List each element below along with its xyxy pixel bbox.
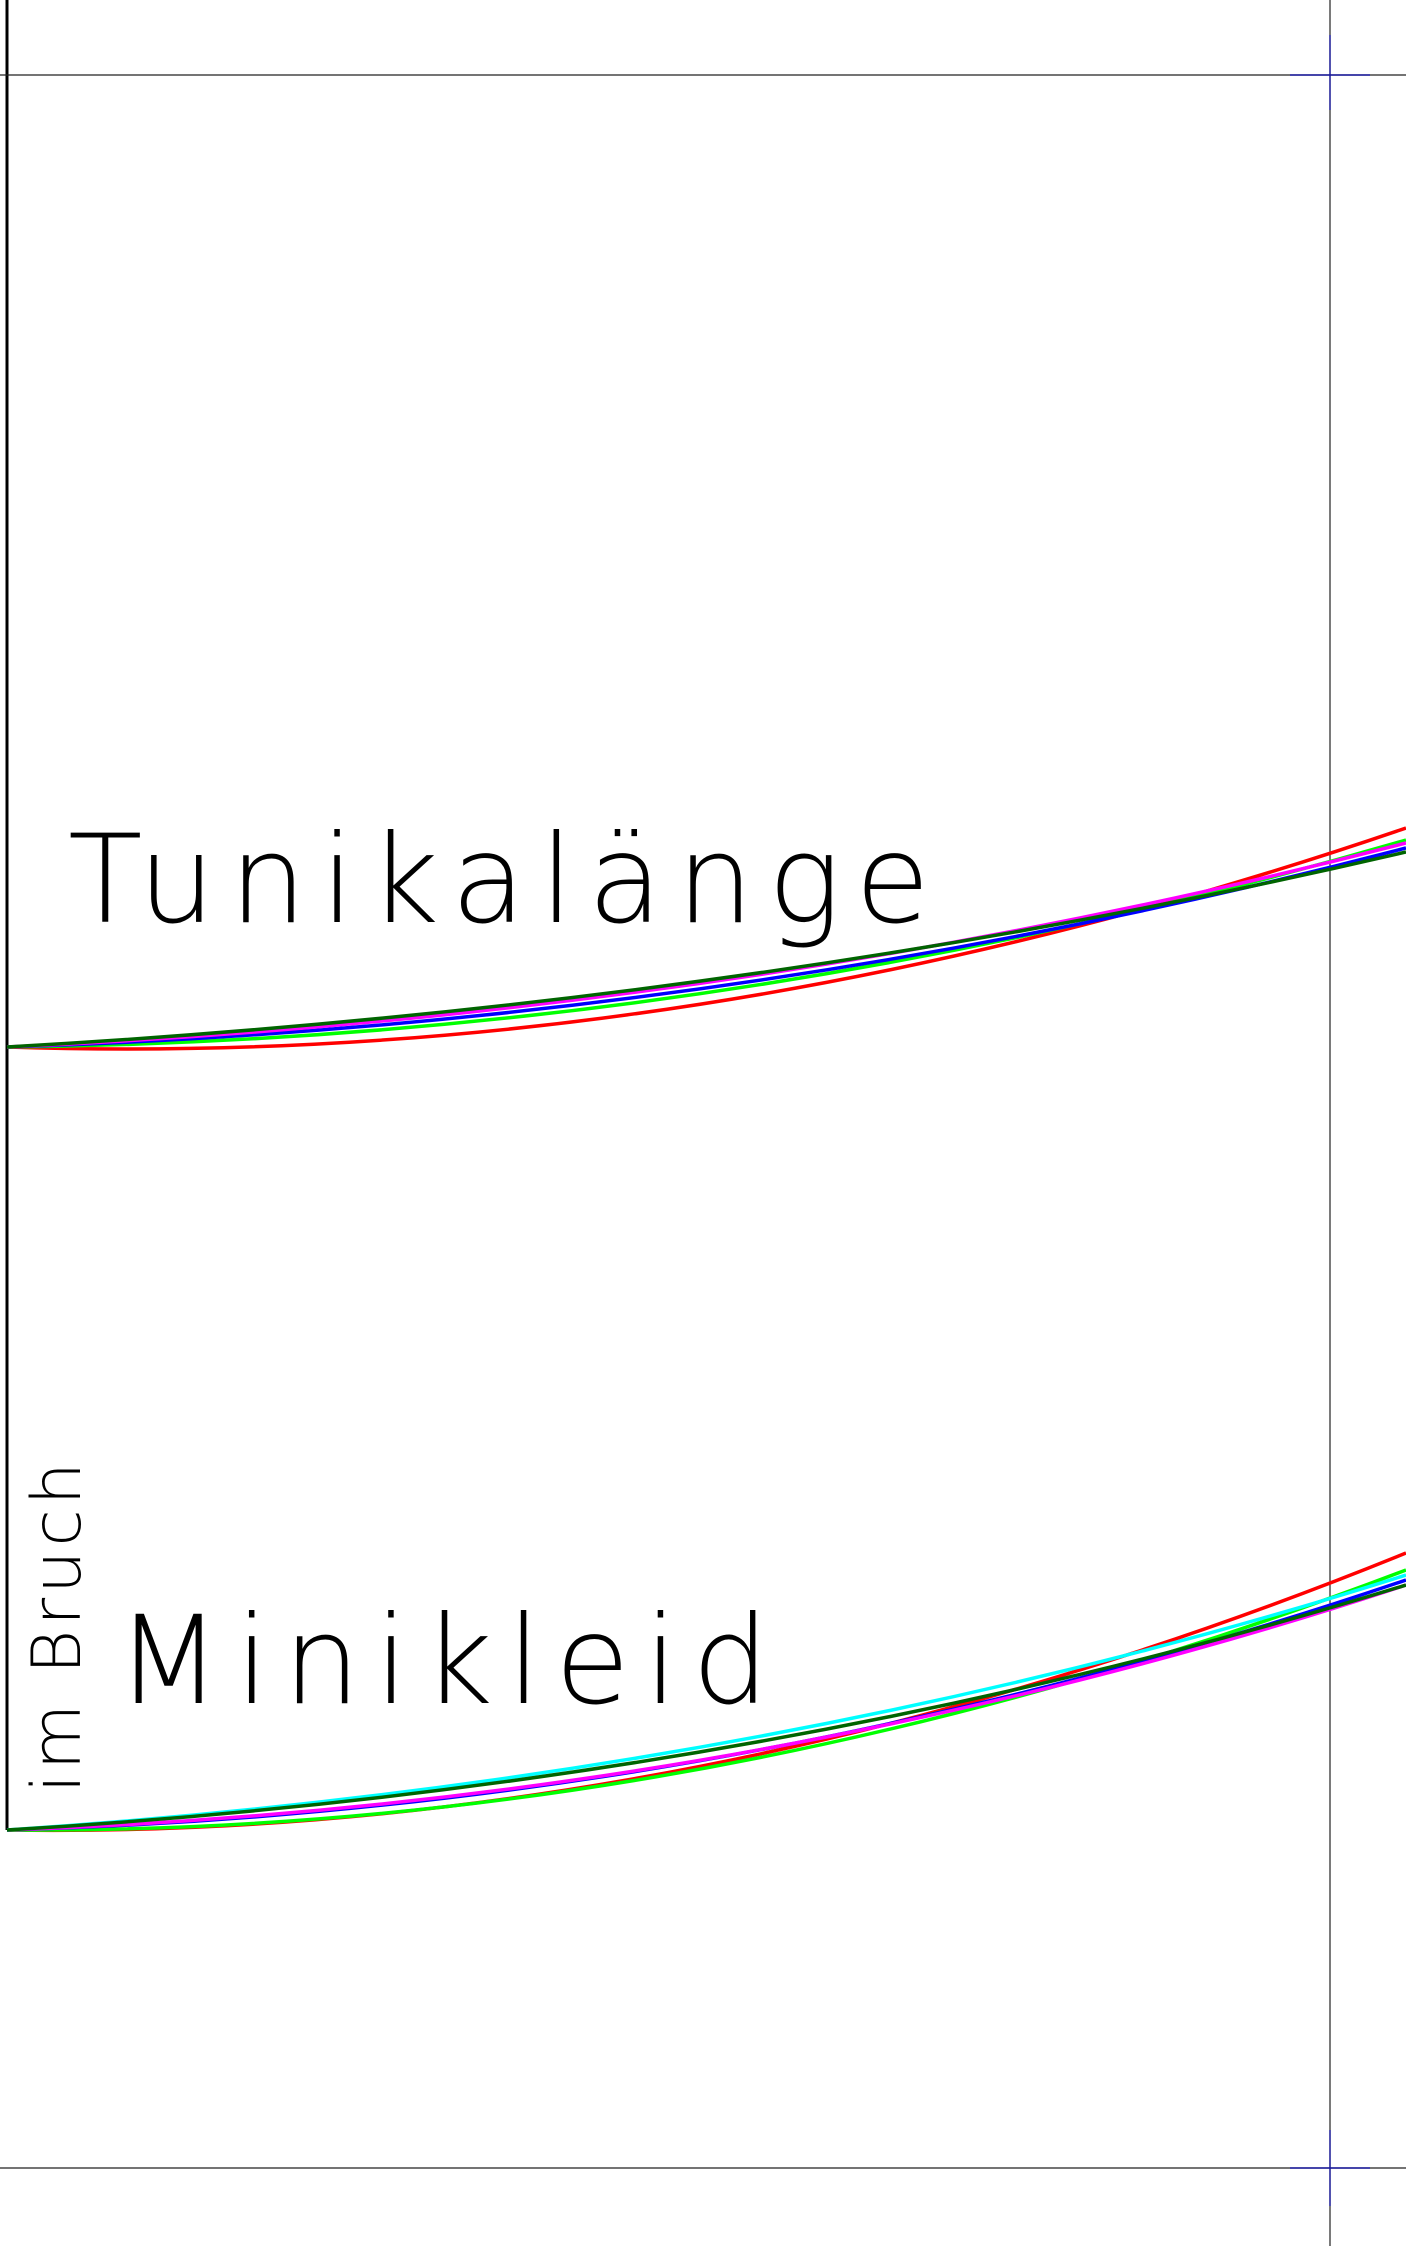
fold-label: im Bruch <box>18 1458 97 1793</box>
mini-hem-curve-darkgreen <box>6 1583 1406 1832</box>
mini-hem-curves <box>6 1551 1406 1833</box>
tunic-length-label: Tunikalänge <box>68 809 944 951</box>
bottom-registration-cross <box>1290 2130 1370 2206</box>
tunic-hem-curve-magenta <box>6 841 1406 1049</box>
mini-hem-curve-magenta <box>6 1583 1406 1832</box>
tunic-hem-curves <box>6 826 1406 1051</box>
tunic-hem-curve-darkgreen <box>6 850 1406 1049</box>
mini-dress-label: Minikleid <box>116 1590 783 1732</box>
top-registration-cross <box>1290 35 1370 110</box>
